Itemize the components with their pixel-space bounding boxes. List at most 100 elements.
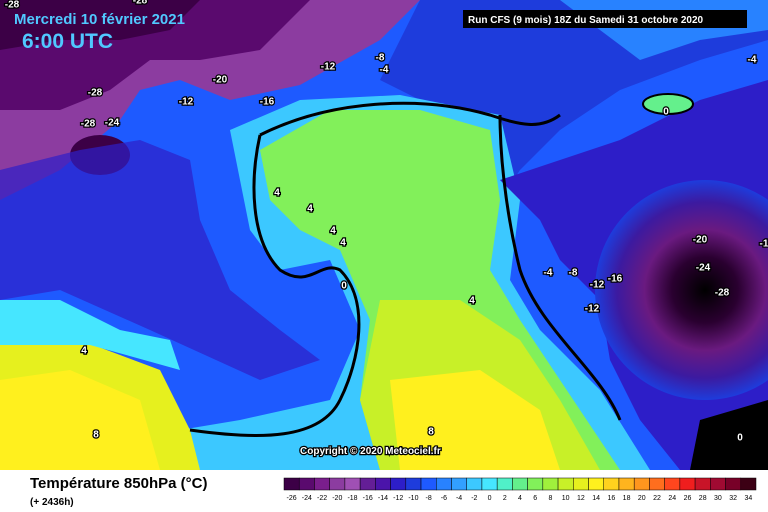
contour-label: -4 (748, 55, 757, 66)
color-swatch (633, 477, 650, 491)
scale-label: 24 (668, 495, 676, 502)
scale-label: 28 (699, 495, 707, 502)
legend-title: Température 850hPa (°C) (30, 475, 207, 492)
color-swatch (329, 477, 346, 491)
color-swatch (390, 477, 407, 491)
scale-label: 18 (623, 495, 631, 502)
contour-label: -24 (696, 263, 711, 274)
contour-label: 4 (307, 204, 313, 215)
contour-label: 8 (428, 427, 434, 438)
legend-subtitle: (+ 2436h) (30, 497, 74, 508)
contours (189, 101, 622, 438)
contour-label: 0 (663, 107, 669, 118)
scale-label: 14 (592, 495, 600, 502)
scale-label: 16 (607, 495, 615, 502)
contour-label: -20 (693, 235, 708, 246)
contour-label: 4 (340, 238, 346, 249)
contour-label: -24 (105, 118, 120, 129)
contour-label: -28 (5, 0, 20, 11)
contour-label: -28 (715, 288, 730, 299)
contour-label: 4 (81, 346, 87, 357)
contour-label: -1 (760, 239, 768, 250)
contour-label: 8 (93, 430, 99, 441)
scale-label: -14 (378, 495, 388, 502)
color-swatch (314, 477, 330, 491)
scale-label: -2 (471, 495, 477, 502)
scale-label: -16 (363, 495, 373, 502)
scale-label: 22 (653, 495, 661, 502)
contour-label: -8 (376, 53, 385, 64)
contour-label: -12 (321, 62, 336, 73)
contour-label: -28 (133, 0, 148, 7)
scale-label: -24 (302, 495, 312, 502)
color-swatch (405, 477, 422, 491)
map-fill (0, 0, 768, 470)
scale-label: 30 (714, 495, 722, 502)
scale-label: -20 (332, 495, 342, 502)
scale-label: 4 (518, 495, 522, 502)
scale-label: 12 (577, 495, 585, 502)
scale-label: -12 (393, 495, 403, 502)
scale-label: -10 (408, 495, 418, 502)
contour-label: -28 (88, 88, 103, 99)
contour-label: -8 (569, 268, 578, 279)
contour-label: -4 (544, 268, 553, 279)
color-swatch (359, 477, 376, 491)
scale-label: 6 (533, 495, 537, 502)
scale-label: 2 (503, 495, 507, 502)
color-swatch (618, 477, 635, 491)
contour-label: 4 (469, 296, 475, 307)
color-swatch (664, 477, 681, 491)
scale-label: -4 (456, 495, 462, 502)
contour-label: 0 (341, 281, 347, 292)
color-swatch (375, 477, 391, 491)
scale-label: 34 (744, 495, 752, 502)
color-swatch (496, 477, 513, 491)
color-swatch (344, 477, 361, 491)
contour-label: -16 (260, 97, 275, 108)
contour-label: -4 (380, 65, 389, 76)
contour-label: 4 (274, 188, 280, 199)
color-swatch (740, 477, 757, 491)
color-scale: -26 -24 -22 -20 -18 -16 -14 -12 -10 -8 -6 -4 -2 0 2 4 6 8… (283, 477, 757, 502)
contour-label: -12 (590, 280, 605, 291)
color-swatch (542, 477, 559, 491)
color-swatch (436, 477, 452, 491)
contour-label: -12 (179, 97, 194, 108)
color-swatch (527, 477, 544, 491)
color-swatch (466, 477, 483, 491)
scale-label: -8 (426, 495, 432, 502)
scale-label: -22 (317, 495, 327, 502)
color-swatch (298, 477, 315, 491)
contour-label: 4 (330, 226, 336, 237)
color-swatch (451, 477, 467, 491)
contour-labels: -28 -28-20-28-12-28 -24-16-12-8-4-40444404… (4, 0, 768, 445)
scale-label: -18 (347, 495, 357, 502)
contour-label: -28 (81, 119, 96, 130)
contour-label: -16 (608, 274, 623, 285)
color-swatch (679, 477, 696, 491)
color-swatch (557, 477, 574, 491)
scale-label: 20 (638, 495, 646, 502)
contour-label: -20 (213, 75, 228, 86)
contour-label: -12 (585, 304, 600, 315)
color-swatch (481, 477, 498, 491)
scale-label: 32 (729, 495, 737, 502)
color-swatch (710, 477, 726, 491)
scale-label: 0 (488, 495, 492, 502)
time: 6:00 UTC (22, 30, 113, 53)
color-swatch (603, 477, 620, 491)
color-swatch (573, 477, 589, 491)
scale-label: 10 (562, 495, 570, 502)
color-swatch (649, 477, 665, 491)
color-swatch (694, 477, 711, 491)
run-info: Run CFS (9 mois) 18Z du Samedi 31 octobr… (468, 15, 704, 26)
color-swatch (283, 477, 300, 491)
scale-label: -6 (441, 495, 447, 502)
color-swatch (588, 477, 604, 491)
color-swatch (512, 477, 528, 491)
scale-label: -26 (287, 495, 297, 502)
scale-label: 8 (548, 495, 552, 502)
